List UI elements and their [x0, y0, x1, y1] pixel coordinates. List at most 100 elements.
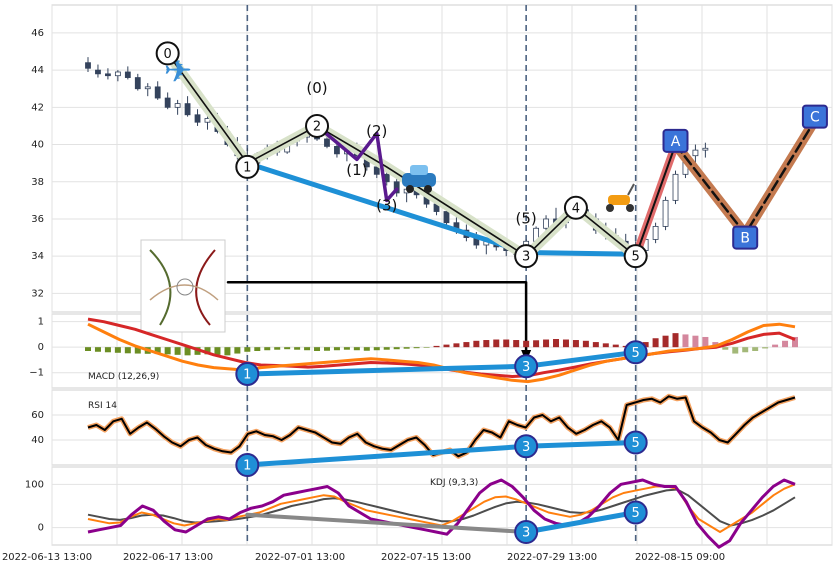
- macd-histogram-bar: [134, 347, 141, 354]
- macd-divergence-badge: [514, 354, 539, 379]
- scooter-wheel: [606, 204, 614, 212]
- inset-stroke: [195, 249, 216, 326]
- y-tick-label-price: 38: [31, 177, 44, 188]
- candlestick: [114, 70, 121, 82]
- candle-body: [124, 71, 131, 78]
- macd-divergence-badge: [235, 361, 260, 386]
- car-wheel: [406, 185, 414, 193]
- macd-histogram-bar: [562, 339, 569, 348]
- wave-label: 3: [522, 250, 530, 265]
- x-tick-label: 2022-08-15 09:00: [635, 552, 725, 563]
- candlestick: [105, 68, 111, 80]
- wave-label-box: [801, 104, 828, 129]
- x-tick-label: 2022-06-17 13:00: [123, 552, 213, 563]
- kdj-divergence-label: 5: [632, 506, 640, 521]
- candle-body: [662, 199, 669, 227]
- macd-histogram-bar: [443, 344, 450, 348]
- macd-histogram-bar: [94, 347, 101, 352]
- macd-histogram-bar: [204, 347, 211, 355]
- macd-histogram-bar: [762, 347, 769, 349]
- macd-histogram-bar: [782, 340, 789, 348]
- macd-histogram-bar: [333, 347, 340, 351]
- macd-histogram-bar: [572, 340, 579, 348]
- macd-histogram-bar: [692, 335, 699, 348]
- scooter-wheel: [626, 204, 634, 212]
- macd-histogram-bar: [722, 347, 729, 350]
- macd-histogram-bar: [742, 347, 749, 353]
- macd-histogram-bar: [523, 340, 530, 348]
- candlestick: [702, 142, 709, 158]
- wave-label: (3): [376, 196, 397, 214]
- wave-label-circle: [563, 195, 588, 220]
- car-icon: [402, 165, 436, 193]
- wave-label-box: [732, 225, 759, 250]
- macd-histogram-bar: [294, 347, 301, 350]
- macd-histogram-bar: [274, 347, 281, 350]
- macd-histogram-bar: [473, 340, 480, 348]
- macd-histogram-bar: [383, 347, 390, 350]
- wave-label: B: [740, 231, 750, 247]
- macd-divergence-label: 3: [522, 360, 530, 375]
- candlestick: [662, 196, 669, 231]
- wave-label-circle: [623, 244, 648, 269]
- macd-histogram-bar: [363, 347, 370, 351]
- rsi-divergence-badge: [235, 453, 260, 477]
- candle-body: [702, 147, 709, 151]
- candle-body: [373, 166, 380, 175]
- candle-body: [85, 62, 91, 69]
- macd-histogram-bar: [423, 347, 430, 348]
- wave-label: A: [671, 134, 681, 150]
- x-tick-label: 2022-07-29 13:00: [507, 552, 597, 563]
- x-tick-label: 2022-06-13 13:00: [2, 552, 92, 563]
- macd-histogram-bar: [463, 342, 470, 348]
- rsi-divergence-badge: [623, 430, 648, 455]
- wave-label: (1): [346, 161, 367, 179]
- candlestick: [144, 83, 151, 97]
- y-tick-label-rsi: 40: [31, 435, 44, 446]
- scooter-body: [608, 195, 630, 205]
- inset-stroke: [149, 284, 219, 301]
- candle-body: [692, 149, 699, 157]
- abc-a-leg-line: [634, 143, 677, 258]
- candlestick: [124, 66, 131, 80]
- wave-label-circle: [155, 41, 180, 66]
- macd-histogram-bar: [353, 347, 360, 351]
- macd-histogram-bar: [682, 334, 689, 348]
- macd-histogram-bar: [154, 347, 161, 355]
- candle-body: [324, 138, 330, 147]
- macd-histogram-bar: [553, 339, 560, 348]
- candle-body: [204, 118, 211, 123]
- rsi-divergence-label: 3: [522, 440, 530, 455]
- macd-histogram-bar: [214, 347, 221, 355]
- macd-histogram-bar: [254, 347, 261, 351]
- sub-wave-line: [315, 124, 399, 203]
- rsi-divergence-label: 1: [243, 459, 251, 474]
- candle-body: [154, 86, 161, 99]
- candle-body: [105, 73, 111, 77]
- wave-label: (2): [366, 122, 387, 140]
- candle-body: [672, 173, 679, 201]
- macd-histogram-bar: [104, 347, 111, 353]
- inset-pattern-image: [140, 239, 226, 333]
- wave-label-circle: [305, 113, 330, 138]
- macd-histogram-bar: [403, 347, 410, 349]
- x-tick-label: 2022-07-15 13:00: [381, 552, 471, 563]
- candlestick: [672, 170, 679, 205]
- wave-label-circle: [514, 244, 539, 269]
- wave-label: (0): [306, 79, 327, 97]
- macd-histogram-bar: [582, 340, 589, 348]
- y-tick-label-price: 46: [31, 28, 44, 39]
- candlestick: [154, 81, 161, 100]
- candlestick: [652, 222, 659, 244]
- wave-label: C: [810, 110, 820, 126]
- macd-histogram-bar: [612, 344, 619, 348]
- macd-histogram-bar: [174, 347, 181, 355]
- rsi-panel-label: RSI 14: [88, 401, 117, 411]
- wave-label: 4: [572, 201, 580, 216]
- macd-histogram-bar: [85, 347, 91, 351]
- macd-histogram-bar: [533, 340, 540, 348]
- macd-histogram-bar: [503, 339, 510, 348]
- candlestick: [692, 144, 699, 164]
- macd-histogram-bar: [124, 347, 131, 354]
- macd-histogram-bar: [393, 347, 400, 350]
